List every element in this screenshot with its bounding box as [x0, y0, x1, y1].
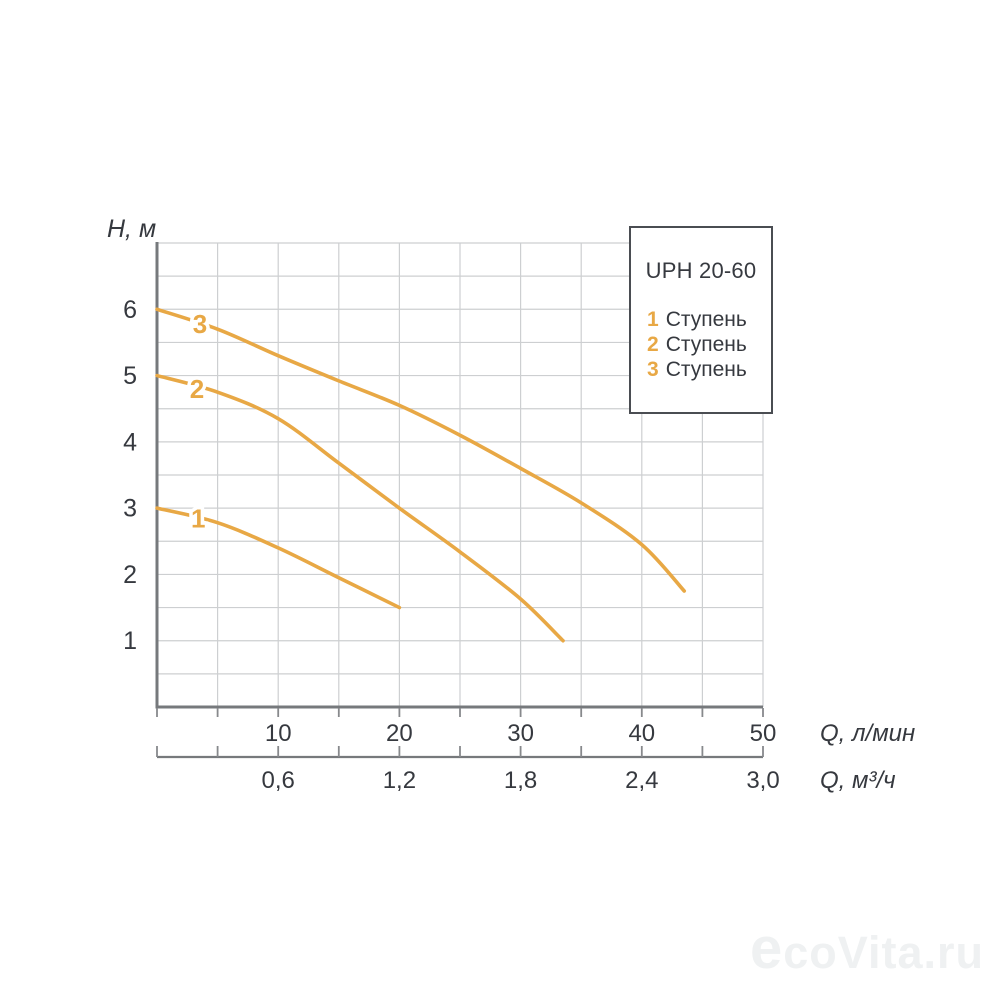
legend-item-number: 3	[647, 358, 659, 381]
legend-item-number: 2	[647, 333, 659, 356]
legend-item-label: Ступень	[665, 358, 747, 381]
x-axis-title-secondary: Q, м³/ч	[820, 767, 896, 794]
y-tick-label: 3	[123, 495, 137, 523]
legend-title: UPH 20-60	[645, 258, 757, 283]
pump-curve-2	[155, 373, 565, 643]
curve-label-1: 1	[191, 504, 205, 534]
y-tick-label: 4	[123, 428, 137, 456]
legend-box: UPH 20-60 1 Ступень 2 Ступень 3 Ступень	[629, 226, 773, 414]
legend-item-2: 2 Ступень	[647, 332, 771, 357]
legend-item-1: 1 Ступень	[647, 307, 771, 332]
y-tick-label: 2	[123, 561, 137, 589]
pump-curve-3	[155, 307, 687, 593]
x-tick-label: 20	[386, 720, 413, 747]
pump-curve-1	[155, 506, 402, 610]
legend-items: 1 Ступень 2 Ступень 3 Ступень	[631, 307, 771, 382]
x-tick-label: 30	[507, 720, 534, 747]
secondary-x-tick-label: 3,0	[746, 767, 779, 794]
legend-item-label: Ступень	[665, 333, 747, 356]
x-tick-label: 40	[628, 720, 655, 747]
x-axis-title-primary: Q, л/мин	[820, 720, 915, 747]
y-tick-label: 1	[123, 627, 137, 655]
y-axis-title: H, м	[107, 215, 156, 243]
secondary-x-tick-label: 0,6	[262, 767, 295, 794]
y-tick-label: 6	[123, 296, 137, 324]
legend-item-label: Ступень	[665, 308, 747, 331]
curve-label-3: 3	[193, 309, 207, 339]
watermark-logo: ecoVita.ru	[750, 916, 984, 981]
curve-label-2: 2	[190, 374, 204, 404]
secondary-x-tick-label: 2,4	[625, 767, 658, 794]
legend-item-3: 3 Ступень	[647, 357, 771, 382]
legend-item-number: 1	[647, 308, 659, 331]
secondary-x-tick-label: 1,2	[383, 767, 416, 794]
secondary-x-tick-label: 1,8	[504, 767, 537, 794]
x-tick-label: 10	[265, 720, 292, 747]
x-tick-label: 50	[750, 720, 777, 747]
y-tick-label: 5	[123, 362, 137, 390]
